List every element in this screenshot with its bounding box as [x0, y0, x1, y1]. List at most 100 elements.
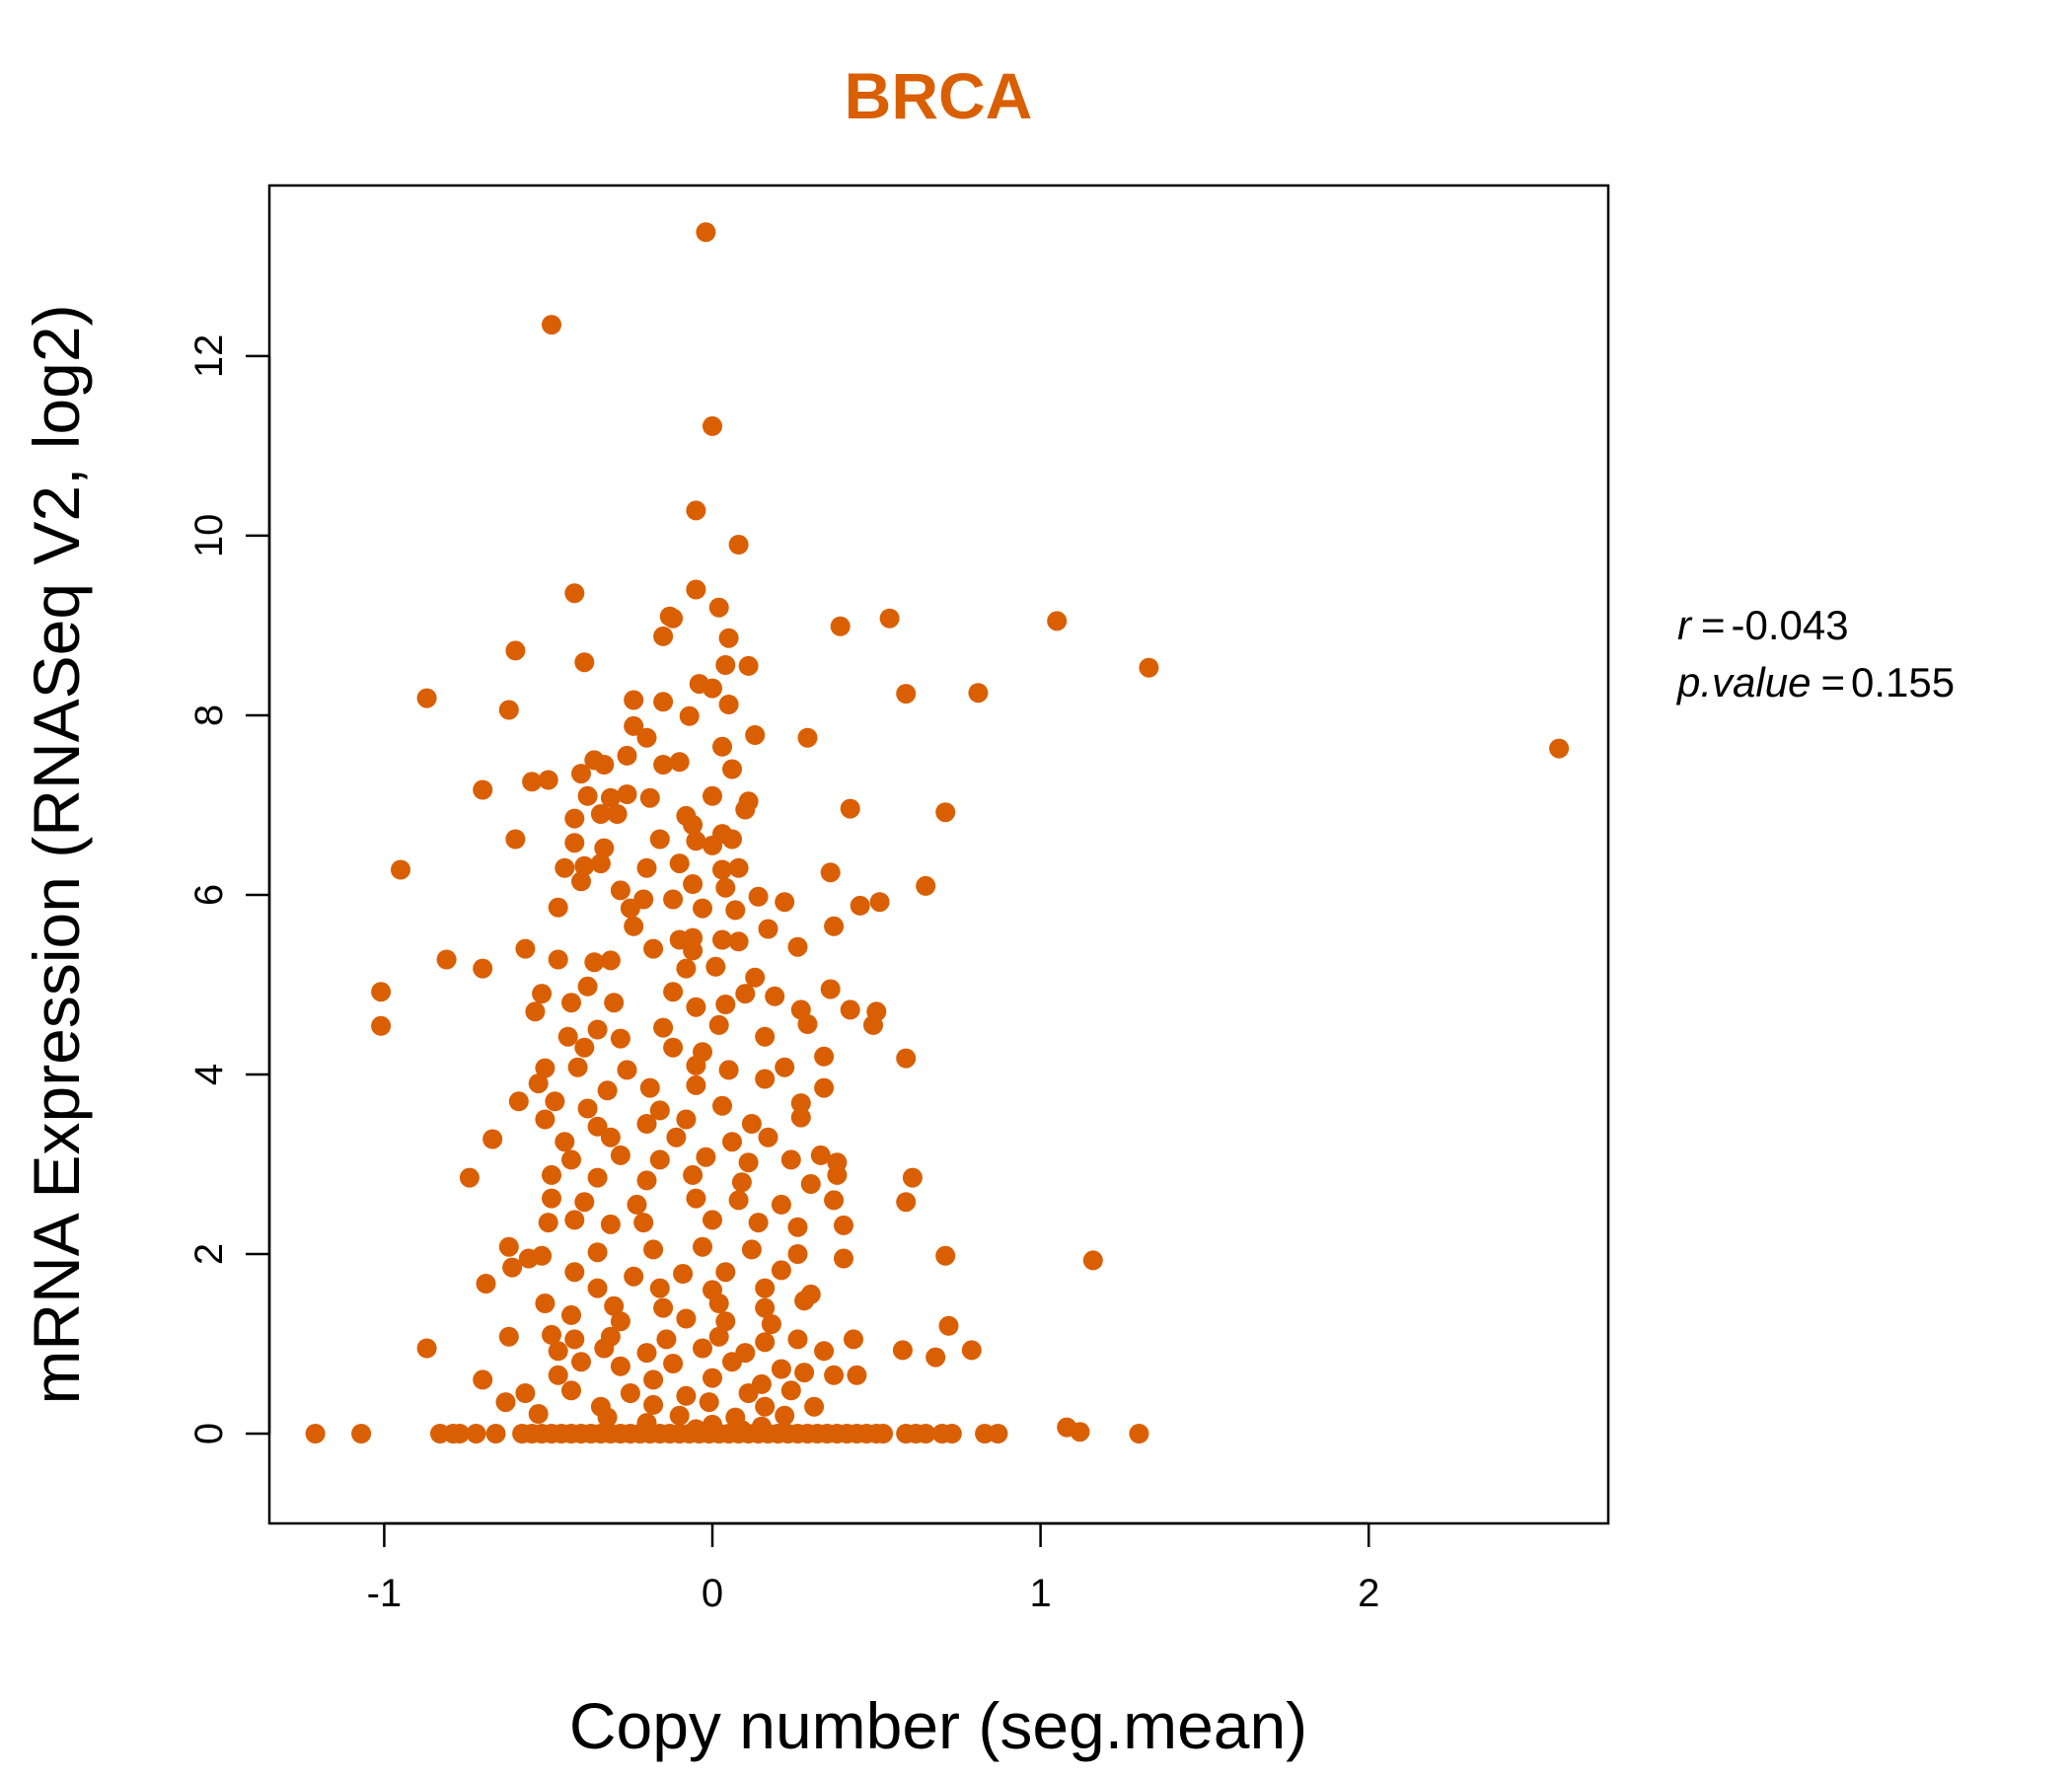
- data-point: [863, 1014, 883, 1035]
- data-point: [522, 772, 543, 792]
- x-tick-label: -1: [367, 1572, 403, 1615]
- data-point: [755, 1332, 776, 1353]
- data-point: [567, 1057, 588, 1077]
- data-point: [748, 886, 769, 907]
- y-tick-label: 6: [187, 884, 231, 906]
- data-point: [653, 626, 674, 646]
- data-point: [620, 1383, 640, 1403]
- data-point: [738, 1152, 759, 1173]
- data-point: [686, 997, 706, 1017]
- data-point: [636, 1343, 657, 1364]
- data-point: [683, 874, 703, 894]
- data-point: [587, 1242, 608, 1263]
- data-point: [416, 688, 437, 708]
- data-point: [896, 684, 917, 704]
- data-point: [780, 1149, 801, 1170]
- data-point: [693, 898, 712, 919]
- data-point: [604, 993, 625, 1013]
- y-axis: 0 2 4 6 8 10 12: [187, 334, 271, 1444]
- data-point: [577, 1098, 598, 1119]
- data-point: [961, 1340, 982, 1361]
- data-point: [624, 715, 644, 736]
- data-point: [643, 1394, 664, 1415]
- data-point: [607, 804, 628, 824]
- data-point: [574, 855, 595, 876]
- data-point: [485, 1424, 506, 1443]
- data-point: [449, 1424, 470, 1443]
- data-point: [587, 1278, 608, 1298]
- data-point: [683, 815, 703, 835]
- data-point: [610, 1311, 630, 1332]
- data-point: [669, 853, 690, 874]
- data-point: [542, 1324, 561, 1345]
- data-point: [604, 1295, 625, 1316]
- data-point: [548, 949, 568, 970]
- data-point: [561, 1380, 581, 1401]
- data-point: [498, 700, 519, 720]
- data-point: [699, 1392, 719, 1413]
- data-point: [1549, 738, 1570, 759]
- data-point: [653, 755, 674, 775]
- r-stat: r = -0.043: [1677, 602, 1849, 648]
- data-point: [617, 784, 637, 804]
- data-point: [643, 1239, 664, 1260]
- data-point: [696, 1147, 716, 1167]
- data-point: [879, 608, 900, 629]
- data-point: [557, 1026, 578, 1047]
- data-point: [686, 1055, 706, 1075]
- r-stat-label: r: [1677, 602, 1693, 648]
- data-point: [735, 984, 756, 1004]
- p-stat-label: p.value: [1675, 659, 1811, 705]
- data-point: [666, 1127, 687, 1147]
- data-points: [305, 222, 1570, 1443]
- data-point: [728, 857, 749, 878]
- data-point: [561, 1149, 581, 1170]
- data-point: [538, 770, 558, 790]
- data-point: [824, 1190, 845, 1211]
- data-point: [703, 1368, 722, 1388]
- data-point: [600, 1214, 621, 1234]
- data-point: [577, 785, 598, 806]
- data-point: [834, 1215, 853, 1235]
- data-point: [587, 1019, 608, 1040]
- data-point: [351, 1424, 372, 1443]
- data-point: [548, 1341, 568, 1362]
- data-point: [722, 1132, 742, 1152]
- data-point: [564, 1329, 585, 1350]
- data-point: [703, 785, 722, 806]
- data-point: [624, 1266, 644, 1287]
- data-point: [814, 1341, 835, 1362]
- data-point: [715, 995, 736, 1014]
- data-point: [712, 736, 732, 757]
- y-tick-label: 12: [187, 334, 231, 379]
- data-point: [617, 745, 637, 766]
- data-point: [624, 916, 644, 936]
- data-point: [725, 900, 746, 921]
- data-point: [663, 608, 684, 629]
- data-point: [473, 779, 493, 800]
- data-point: [676, 1308, 697, 1329]
- data-point: [916, 875, 936, 896]
- data-point: [532, 984, 553, 1004]
- data-point: [775, 1057, 795, 1077]
- data-point: [718, 695, 739, 714]
- x-tick-label: 0: [702, 1572, 723, 1615]
- data-point: [600, 787, 621, 808]
- data-point: [636, 727, 657, 748]
- data-point: [636, 1114, 657, 1134]
- data-point: [738, 1383, 759, 1403]
- data-point: [686, 579, 706, 600]
- data-point: [571, 871, 591, 892]
- data-point: [683, 1164, 703, 1185]
- data-point: [610, 880, 630, 901]
- y-tick-label: 2: [187, 1243, 231, 1265]
- data-point: [561, 993, 581, 1013]
- data-point: [728, 931, 749, 952]
- data-point: [594, 755, 615, 775]
- data-point: [814, 1046, 835, 1067]
- data-point: [663, 1037, 684, 1058]
- data-point: [708, 1326, 729, 1347]
- data-point: [686, 1188, 706, 1209]
